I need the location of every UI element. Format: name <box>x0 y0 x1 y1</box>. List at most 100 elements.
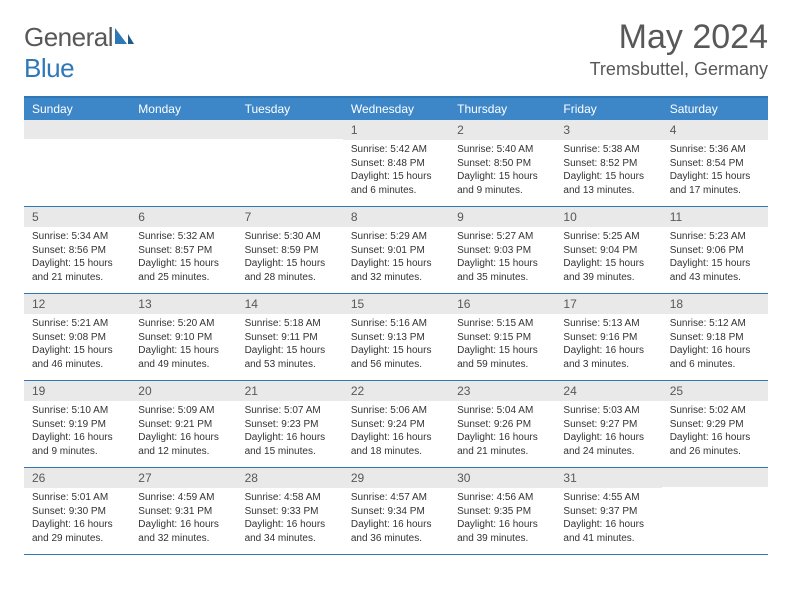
sunrise-text: Sunrise: 4:55 AM <box>563 491 655 505</box>
day-detail: Sunrise: 5:40 AMSunset: 8:50 PMDaylight:… <box>449 140 555 201</box>
day-number <box>662 468 768 487</box>
sunset-text: Sunset: 8:54 PM <box>670 157 762 171</box>
sunrise-text: Sunrise: 5:25 AM <box>563 230 655 244</box>
sunset-text: Sunset: 9:06 PM <box>670 244 762 258</box>
day-detail: Sunrise: 5:20 AMSunset: 9:10 PMDaylight:… <box>130 314 236 375</box>
day-cell: 27Sunrise: 4:59 AMSunset: 9:31 PMDayligh… <box>130 468 236 554</box>
daylight-text: Daylight: 15 hours and 17 minutes. <box>670 170 762 197</box>
weekday-header: Saturday <box>662 98 768 120</box>
sunrise-text: Sunrise: 5:18 AM <box>245 317 337 331</box>
sunrise-text: Sunrise: 4:56 AM <box>457 491 549 505</box>
day-detail: Sunrise: 5:10 AMSunset: 9:19 PMDaylight:… <box>24 401 130 462</box>
weeks-container: 1Sunrise: 5:42 AMSunset: 8:48 PMDaylight… <box>24 120 768 555</box>
day-number: 22 <box>343 381 449 401</box>
weekday-header: Wednesday <box>343 98 449 120</box>
day-detail: Sunrise: 5:03 AMSunset: 9:27 PMDaylight:… <box>555 401 661 462</box>
day-number: 17 <box>555 294 661 314</box>
month-title: May 2024 <box>590 18 768 57</box>
sunset-text: Sunset: 9:18 PM <box>670 331 762 345</box>
day-detail: Sunrise: 5:34 AMSunset: 8:56 PMDaylight:… <box>24 227 130 288</box>
day-number: 24 <box>555 381 661 401</box>
daylight-text: Daylight: 16 hours and 18 minutes. <box>351 431 443 458</box>
daylight-text: Daylight: 16 hours and 12 minutes. <box>138 431 230 458</box>
daylight-text: Daylight: 16 hours and 3 minutes. <box>563 344 655 371</box>
day-detail: Sunrise: 5:12 AMSunset: 9:18 PMDaylight:… <box>662 314 768 375</box>
daylight-text: Daylight: 16 hours and 21 minutes. <box>457 431 549 458</box>
daylight-text: Daylight: 15 hours and 13 minutes. <box>563 170 655 197</box>
day-cell: 5Sunrise: 5:34 AMSunset: 8:56 PMDaylight… <box>24 207 130 293</box>
sunset-text: Sunset: 9:34 PM <box>351 505 443 519</box>
day-cell: 1Sunrise: 5:42 AMSunset: 8:48 PMDaylight… <box>343 120 449 206</box>
day-number: 1 <box>343 120 449 140</box>
day-detail: Sunrise: 5:13 AMSunset: 9:16 PMDaylight:… <box>555 314 661 375</box>
day-cell <box>24 120 130 206</box>
day-detail: Sunrise: 5:25 AMSunset: 9:04 PMDaylight:… <box>555 227 661 288</box>
sunset-text: Sunset: 9:30 PM <box>32 505 124 519</box>
sunrise-text: Sunrise: 5:09 AM <box>138 404 230 418</box>
sunrise-text: Sunrise: 5:23 AM <box>670 230 762 244</box>
day-detail: Sunrise: 5:36 AMSunset: 8:54 PMDaylight:… <box>662 140 768 201</box>
daylight-text: Daylight: 16 hours and 9 minutes. <box>32 431 124 458</box>
day-detail: Sunrise: 5:38 AMSunset: 8:52 PMDaylight:… <box>555 140 661 201</box>
week-row: 19Sunrise: 5:10 AMSunset: 9:19 PMDayligh… <box>24 381 768 468</box>
day-detail <box>237 139 343 146</box>
brand-logo: GeneralBlue <box>24 18 135 84</box>
sunrise-text: Sunrise: 5:30 AM <box>245 230 337 244</box>
sunrise-text: Sunrise: 5:20 AM <box>138 317 230 331</box>
daylight-text: Daylight: 16 hours and 36 minutes. <box>351 518 443 545</box>
sunrise-text: Sunrise: 5:42 AM <box>351 143 443 157</box>
daylight-text: Daylight: 15 hours and 49 minutes. <box>138 344 230 371</box>
day-cell: 10Sunrise: 5:25 AMSunset: 9:04 PMDayligh… <box>555 207 661 293</box>
day-detail: Sunrise: 5:15 AMSunset: 9:15 PMDaylight:… <box>449 314 555 375</box>
day-number: 6 <box>130 207 236 227</box>
day-number: 13 <box>130 294 236 314</box>
day-number <box>24 120 130 139</box>
brand-text: GeneralBlue <box>24 22 135 84</box>
day-number: 12 <box>24 294 130 314</box>
daylight-text: Daylight: 15 hours and 21 minutes. <box>32 257 124 284</box>
daylight-text: Daylight: 15 hours and 32 minutes. <box>351 257 443 284</box>
sunset-text: Sunset: 9:24 PM <box>351 418 443 432</box>
daylight-text: Daylight: 16 hours and 41 minutes. <box>563 518 655 545</box>
sunrise-text: Sunrise: 5:13 AM <box>563 317 655 331</box>
sunset-text: Sunset: 9:15 PM <box>457 331 549 345</box>
weekday-header-row: Sunday Monday Tuesday Wednesday Thursday… <box>24 98 768 120</box>
day-cell: 22 Sunrise: 5:06 AMSunset: 9:24 PMDayligh… <box>343 381 449 467</box>
day-cell: 16Sunrise: 5:15 AMSunset: 9:15 PMDayligh… <box>449 294 555 380</box>
day-detail: Sunrise: 5:42 AMSunset: 8:48 PMDaylight:… <box>343 140 449 201</box>
day-number: 20 <box>130 381 236 401</box>
daylight-text: Daylight: 16 hours and 32 minutes. <box>138 518 230 545</box>
day-cell: 7Sunrise: 5:30 AMSunset: 8:59 PMDaylight… <box>237 207 343 293</box>
sunset-text: Sunset: 9:08 PM <box>32 331 124 345</box>
sunset-text: Sunset: 9:37 PM <box>563 505 655 519</box>
day-cell: 3Sunrise: 5:38 AMSunset: 8:52 PMDaylight… <box>555 120 661 206</box>
sunrise-text: Sunrise: 5:16 AM <box>351 317 443 331</box>
sunrise-text: Sunrise: 5:27 AM <box>457 230 549 244</box>
day-cell: 26Sunrise: 5:01 AMSunset: 9:30 PMDayligh… <box>24 468 130 554</box>
day-cell: 18Sunrise: 5:12 AMSunset: 9:18 PMDayligh… <box>662 294 768 380</box>
day-detail <box>130 139 236 146</box>
day-cell: 23Sunrise: 5:04 AMSunset: 9:26 PMDayligh… <box>449 381 555 467</box>
sunset-text: Sunset: 9:31 PM <box>138 505 230 519</box>
sunrise-text: Sunrise: 5:03 AM <box>563 404 655 418</box>
day-number: 31 <box>555 468 661 488</box>
sunset-text: Sunset: 9:04 PM <box>563 244 655 258</box>
day-number: 14 <box>237 294 343 314</box>
day-number: 27 <box>130 468 236 488</box>
day-number: 21 <box>237 381 343 401</box>
weekday-header: Sunday <box>24 98 130 120</box>
day-cell: 24Sunrise: 5:03 AMSunset: 9:27 PMDayligh… <box>555 381 661 467</box>
day-number: 19 <box>24 381 130 401</box>
day-number: 30 <box>449 468 555 488</box>
sunrise-text: Sunrise: 5:06 AM <box>351 404 443 418</box>
daylight-text: Daylight: 16 hours and 6 minutes. <box>670 344 762 371</box>
day-detail: Sunrise: 5:01 AMSunset: 9:30 PMDaylight:… <box>24 488 130 549</box>
day-number: 4 <box>662 120 768 140</box>
day-detail: Sunrise: 5:07 AMSunset: 9:23 PMDaylight:… <box>237 401 343 462</box>
sunset-text: Sunset: 9:16 PM <box>563 331 655 345</box>
sunset-text: Sunset: 9:19 PM <box>32 418 124 432</box>
sail-icon <box>113 22 135 53</box>
day-cell: 4Sunrise: 5:36 AMSunset: 8:54 PMDaylight… <box>662 120 768 206</box>
week-row: 5Sunrise: 5:34 AMSunset: 8:56 PMDaylight… <box>24 207 768 294</box>
day-cell: 30Sunrise: 4:56 AMSunset: 9:35 PMDayligh… <box>449 468 555 554</box>
